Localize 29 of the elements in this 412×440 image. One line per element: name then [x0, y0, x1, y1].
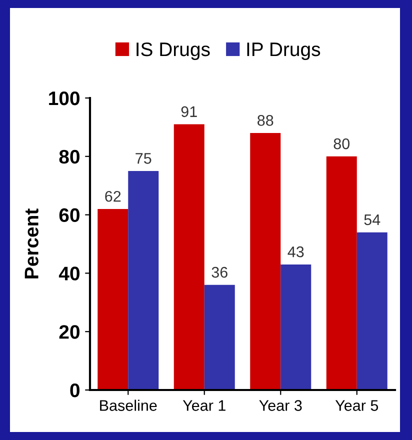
data-label: 91 [181, 106, 197, 118]
y-tick-label: 60 [59, 208, 80, 222]
bar [280, 264, 312, 390]
data-label: 36 [212, 266, 228, 278]
bar [128, 171, 159, 390]
bar [204, 284, 235, 390]
bar [250, 133, 281, 390]
data-label: 88 [258, 115, 274, 126]
legend-label: IS Drugs [136, 42, 210, 60]
y-tick-label: 20 [59, 325, 80, 339]
data-label: 62 [105, 190, 121, 202]
legend-label: IP Drugs [247, 42, 320, 60]
x-tick-label: Year 1 [182, 400, 226, 411]
y-tick-label: 100 [49, 91, 80, 106]
bar [98, 208, 128, 390]
y-tick-label: 0 [70, 383, 80, 398]
y-axis-title: Percent [24, 208, 38, 278]
data-label: 80 [334, 138, 350, 150]
x-tick-label: Year 5 [335, 400, 378, 411]
data-label: 43 [288, 246, 304, 258]
data-label: 75 [136, 153, 152, 164]
bar [356, 232, 388, 390]
data-label: 54 [364, 214, 380, 226]
y-tick-label: 80 [59, 150, 80, 164]
bar [326, 156, 357, 390]
y-tick-label: 40 [58, 266, 80, 280]
x-tick-label: Baseline [100, 400, 157, 411]
bar [174, 124, 204, 390]
x-tick-label: Year 3 [259, 400, 302, 411]
